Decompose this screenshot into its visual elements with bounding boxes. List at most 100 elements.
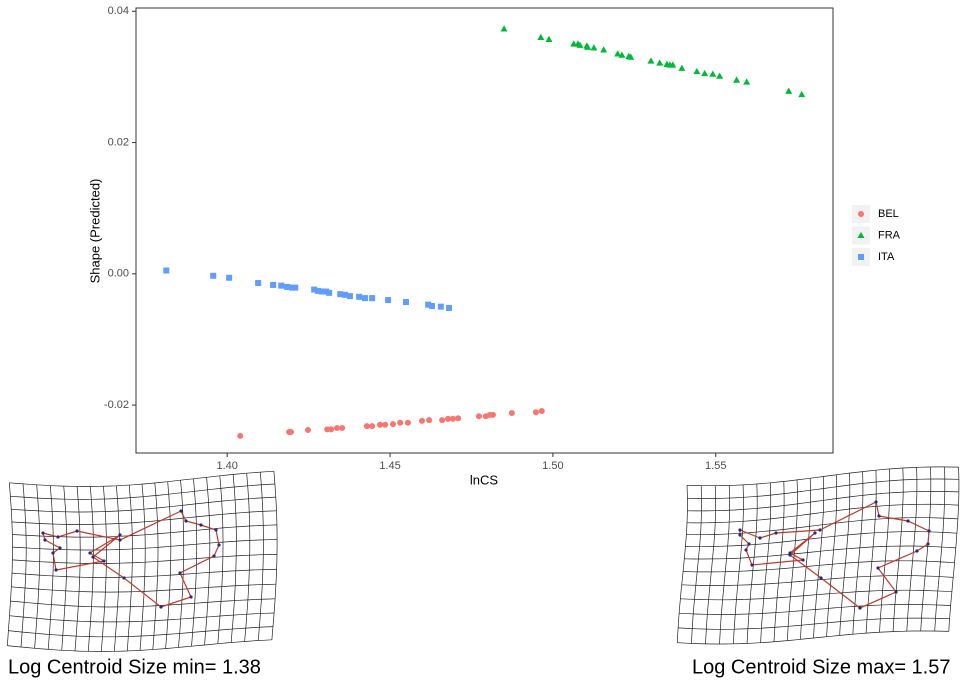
grid-warp-line	[87, 486, 94, 652]
landmark	[91, 555, 95, 559]
grid-warp-line	[687, 490, 959, 512]
point	[785, 87, 793, 94]
grid-warp-line	[680, 589, 952, 601]
landmark	[818, 528, 822, 532]
point	[163, 267, 170, 274]
landmark	[118, 538, 122, 542]
y-tick-label: 0.04	[108, 5, 129, 17]
point	[369, 295, 376, 302]
point	[489, 411, 496, 418]
landmark	[118, 533, 122, 537]
landmark	[122, 576, 126, 580]
grid-warp-line	[7, 639, 272, 652]
landmark	[750, 563, 754, 567]
y-tick-label: 0.02	[108, 136, 129, 148]
grid-warp-line	[271, 471, 278, 640]
caption-max: Log Centroid Size max= 1.57	[692, 656, 951, 678]
landmark	[926, 542, 930, 546]
point	[618, 51, 626, 58]
grid-warp-line	[681, 575, 954, 586]
x-tick-label: 1.55	[705, 460, 726, 472]
grid-warp-line	[686, 517, 958, 536]
landmark	[906, 519, 910, 523]
point	[284, 283, 291, 290]
landmark	[102, 559, 106, 563]
point	[537, 33, 545, 41]
point	[449, 415, 456, 422]
grid-warp-line	[685, 531, 957, 548]
point	[342, 291, 349, 298]
point	[439, 417, 446, 424]
landmark	[217, 543, 221, 547]
point	[678, 64, 686, 71]
point	[701, 69, 709, 77]
point	[404, 419, 411, 426]
grid-warp-line	[686, 503, 959, 524]
landmark	[747, 542, 751, 546]
landmark	[199, 523, 203, 527]
grid-warp-line	[686, 466, 959, 487]
point	[403, 299, 410, 306]
point	[318, 288, 325, 295]
point	[614, 50, 622, 57]
point	[226, 274, 233, 281]
point	[237, 432, 244, 439]
grid-warp-line	[682, 560, 955, 573]
x-tick-label: 1.50	[542, 460, 563, 472]
landmark	[874, 500, 878, 504]
legend-symbol	[858, 211, 864, 217]
landmark	[184, 519, 188, 523]
grid-warp-line	[8, 626, 274, 638]
point	[798, 90, 806, 98]
point	[445, 304, 452, 311]
point	[210, 272, 217, 279]
point	[315, 287, 322, 294]
point	[255, 280, 262, 287]
landmark	[858, 606, 862, 610]
y-axis-title: Shape (Predicted)	[87, 179, 102, 284]
x-tick-label: 1.45	[379, 460, 400, 472]
landmark	[56, 535, 60, 539]
y-tick-label: -0.02	[104, 399, 129, 411]
grid-warp-line	[676, 485, 688, 643]
point	[429, 302, 436, 309]
legend-symbol	[858, 254, 864, 260]
point	[376, 421, 383, 428]
landmark	[758, 536, 762, 540]
landmark	[212, 554, 216, 558]
point	[389, 421, 396, 428]
grid-warp-line	[6, 482, 13, 646]
landmark	[894, 590, 898, 594]
point	[455, 415, 462, 422]
landmark	[214, 528, 218, 532]
grid-warp-line	[677, 630, 949, 645]
legend-label: FRA	[878, 229, 901, 241]
grid-warp-line	[257, 472, 264, 641]
grid-warp-line	[678, 617, 950, 630]
point	[445, 415, 452, 422]
grid-warp-line	[11, 583, 276, 593]
grid-warp-line	[679, 604, 951, 615]
landmark	[744, 548, 748, 552]
landmark	[179, 509, 183, 513]
landmark	[41, 531, 45, 535]
point	[270, 281, 277, 288]
point	[647, 57, 655, 64]
grid-warp-line	[11, 510, 277, 525]
landmark	[54, 568, 58, 572]
point	[693, 67, 701, 75]
point	[418, 417, 425, 424]
point	[361, 295, 368, 302]
point	[363, 423, 370, 430]
point	[326, 289, 333, 296]
point	[369, 423, 376, 430]
point	[500, 25, 508, 32]
point	[709, 70, 717, 77]
grid-warp-line	[74, 486, 81, 651]
point	[339, 425, 346, 432]
landmark	[738, 533, 742, 537]
grid-warp-line	[11, 569, 277, 578]
grid-warp-line	[684, 545, 956, 560]
point	[656, 59, 664, 66]
point	[292, 284, 299, 291]
